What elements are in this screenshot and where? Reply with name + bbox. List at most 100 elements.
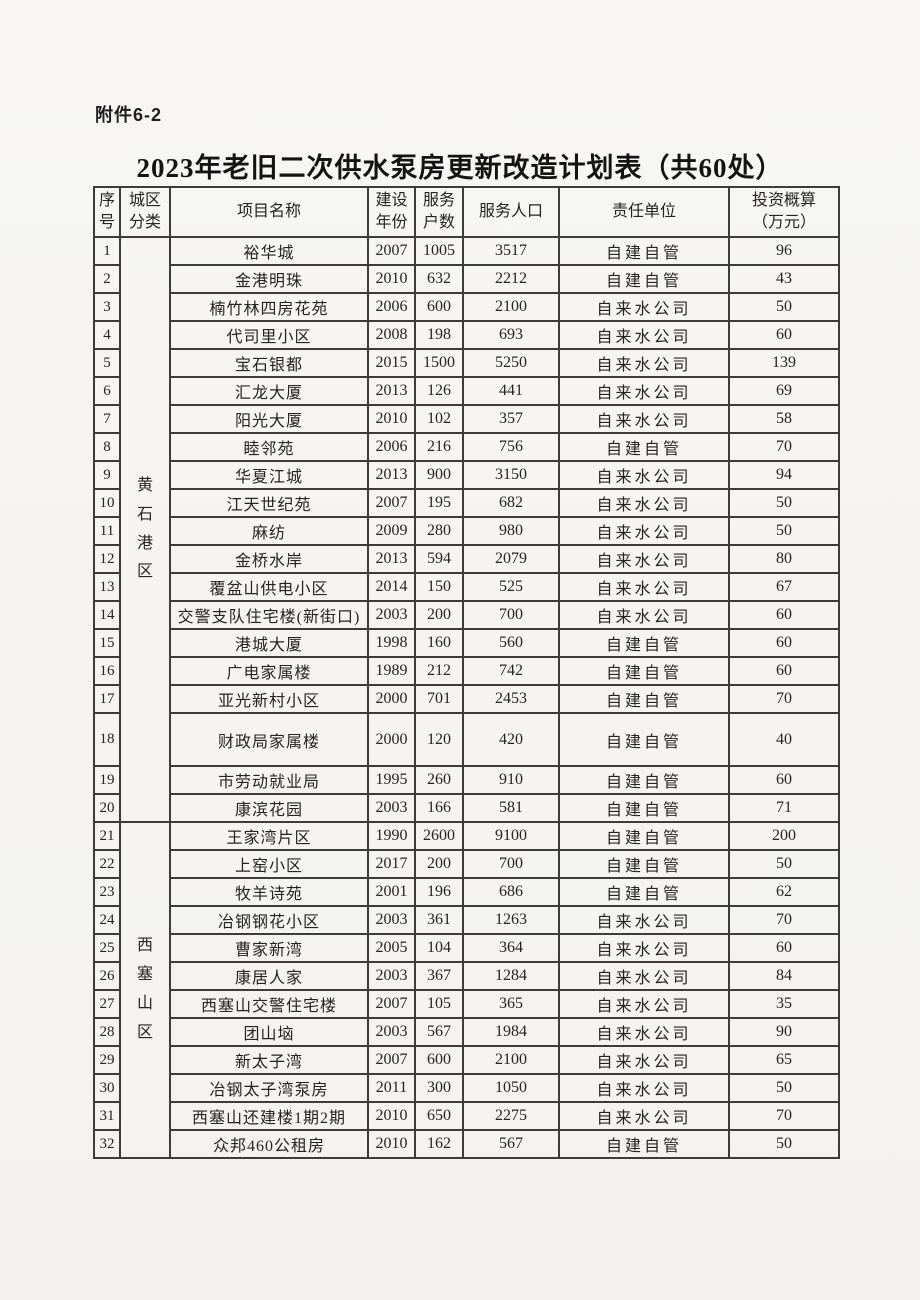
table-row: 6 汇龙大厦 2013 126 441 自来水公司 69 xyxy=(93,376,840,406)
table-row: 3 楠竹林四房花苑 2006 600 2100 自来水公司 50 xyxy=(93,292,840,322)
cell-no: 27 xyxy=(93,989,121,1019)
table-row: 4 代司里小区 2008 198 693 自来水公司 60 xyxy=(93,320,840,350)
cell-year: 2013 xyxy=(367,460,416,490)
cell-investment: 62 xyxy=(728,877,840,907)
table-row: 7 阳光大厦 2010 102 357 自来水公司 58 xyxy=(93,404,840,434)
cell-name: 康滨花园 xyxy=(169,793,369,823)
cell-no: 24 xyxy=(93,905,121,935)
cell-investment: 60 xyxy=(728,600,840,630)
cell-investment: 69 xyxy=(728,376,840,406)
cell-year: 2017 xyxy=(367,849,416,879)
cell-name: 金港明珠 xyxy=(169,264,369,294)
cell-investment: 71 xyxy=(728,793,840,823)
cell-unit: 自建自管 xyxy=(558,877,730,907)
table-row: 20 康滨花园 2003 166 581 自建自管 71 xyxy=(93,793,840,823)
cell-no: 32 xyxy=(93,1129,121,1159)
table-row: 17 亚光新村小区 2000 701 2453 自建自管 70 xyxy=(93,684,840,714)
cell-no: 30 xyxy=(93,1073,121,1103)
cell-investment: 70 xyxy=(728,684,840,714)
cell-year: 2013 xyxy=(367,376,416,406)
cell-investment: 50 xyxy=(728,292,840,322)
cell-investment: 94 xyxy=(728,460,840,490)
table-row: 23 牧羊诗苑 2001 196 686 自建自管 62 xyxy=(93,877,840,907)
cell-year: 2015 xyxy=(367,348,416,378)
cell-households: 162 xyxy=(414,1129,464,1159)
cell-unit: 自建自管 xyxy=(558,264,730,294)
table-row: 29 新太子湾 2007 600 2100 自来水公司 65 xyxy=(93,1045,840,1075)
col-header-population: 服务人口 xyxy=(462,186,560,238)
cell-name: 华夏江城 xyxy=(169,460,369,490)
cell-population: 420 xyxy=(462,712,560,767)
cell-name: 康居人家 xyxy=(169,961,369,991)
cell-investment: 40 xyxy=(728,712,840,767)
cell-year: 2007 xyxy=(367,236,416,266)
table-row: 15 港城大厦 1998 160 560 自建自管 60 xyxy=(93,628,840,658)
page-title: 2023年老旧二次供水泵房更新改造计划表（共60处） xyxy=(136,153,784,183)
district-cell: 黄 石 港 区 xyxy=(119,236,171,823)
cell-investment: 50 xyxy=(728,488,840,518)
cell-name: 曹家新湾 xyxy=(169,933,369,963)
col-header-district: 城区 分类 xyxy=(119,186,171,238)
cell-investment: 90 xyxy=(728,1017,840,1047)
cell-population: 1284 xyxy=(462,961,560,991)
cell-unit: 自来水公司 xyxy=(558,544,730,574)
cell-households: 650 xyxy=(414,1101,464,1131)
cell-investment: 50 xyxy=(728,849,840,879)
cell-unit: 自建自管 xyxy=(558,1129,730,1159)
cell-year: 2003 xyxy=(367,905,416,935)
cell-name: 楠竹林四房花苑 xyxy=(169,292,369,322)
cell-name: 代司里小区 xyxy=(169,320,369,350)
cell-households: 150 xyxy=(414,572,464,602)
cell-no: 31 xyxy=(93,1101,121,1131)
cell-investment: 139 xyxy=(728,348,840,378)
cell-households: 2600 xyxy=(414,821,464,851)
cell-no: 26 xyxy=(93,961,121,991)
cell-households: 367 xyxy=(414,961,464,991)
cell-population: 364 xyxy=(462,933,560,963)
cell-investment: 50 xyxy=(728,1129,840,1159)
cell-unit: 自建自管 xyxy=(558,793,730,823)
cell-unit: 自来水公司 xyxy=(558,516,730,546)
cell-unit: 自来水公司 xyxy=(558,376,730,406)
cell-unit: 自来水公司 xyxy=(558,404,730,434)
cell-year: 2013 xyxy=(367,544,416,574)
table-row: 30 冶钢太子湾泵房 2011 300 1050 自来水公司 50 xyxy=(93,1073,840,1103)
cell-year: 1989 xyxy=(367,656,416,686)
cell-population: 700 xyxy=(462,849,560,879)
cell-name: 亚光新村小区 xyxy=(169,684,369,714)
cell-population: 1263 xyxy=(462,905,560,935)
table-row: 25 曹家新湾 2005 104 364 自来水公司 60 xyxy=(93,933,840,963)
cell-no: 1 xyxy=(93,236,121,266)
cell-unit: 自建自管 xyxy=(558,656,730,686)
cell-households: 280 xyxy=(414,516,464,546)
cell-investment: 50 xyxy=(728,516,840,546)
cell-year: 2014 xyxy=(367,572,416,602)
cell-no: 8 xyxy=(93,432,121,462)
table-row: 10 江天世纪苑 2007 195 682 自来水公司 50 xyxy=(93,488,840,518)
cell-no: 10 xyxy=(93,488,121,518)
cell-households: 600 xyxy=(414,1045,464,1075)
col-header-name: 项目名称 xyxy=(169,186,369,238)
cell-population: 581 xyxy=(462,793,560,823)
table-row: 12 金桥水岸 2013 594 2079 自来水公司 80 xyxy=(93,544,840,574)
cell-no: 2 xyxy=(93,264,121,294)
cell-households: 1005 xyxy=(414,236,464,266)
table-row: 27 西塞山交警住宅楼 2007 105 365 自来水公司 35 xyxy=(93,989,840,1019)
cell-year: 2003 xyxy=(367,961,416,991)
cell-unit: 自来水公司 xyxy=(558,905,730,935)
cell-population: 2100 xyxy=(462,1045,560,1075)
cell-investment: 70 xyxy=(728,432,840,462)
cell-unit: 自建自管 xyxy=(558,432,730,462)
cell-population: 2100 xyxy=(462,292,560,322)
table-row: 9 华夏江城 2013 900 3150 自来水公司 94 xyxy=(93,460,840,490)
cell-investment: 43 xyxy=(728,264,840,294)
cell-name: 金桥水岸 xyxy=(169,544,369,574)
cell-name: 覆盆山供电小区 xyxy=(169,572,369,602)
cell-no: 3 xyxy=(93,292,121,322)
cell-investment: 65 xyxy=(728,1045,840,1075)
cell-unit: 自来水公司 xyxy=(558,460,730,490)
attachment-label: 附件6-2 xyxy=(95,105,163,125)
cell-name: 广电家属楼 xyxy=(169,656,369,686)
cell-name: 冶钢太子湾泵房 xyxy=(169,1073,369,1103)
